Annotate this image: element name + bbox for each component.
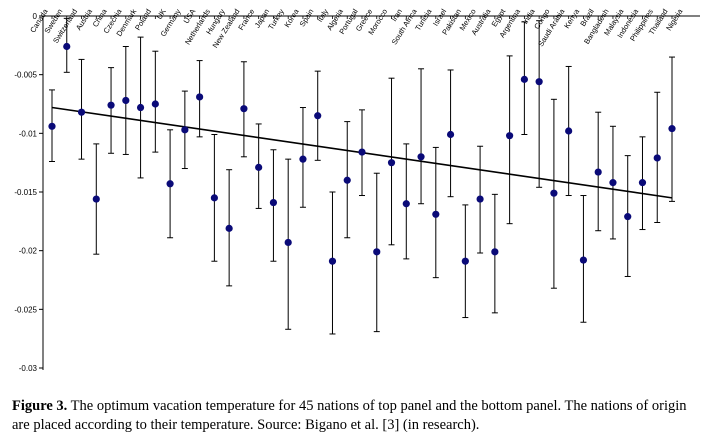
data-point bbox=[181, 126, 189, 134]
category-label: Korea bbox=[282, 7, 301, 29]
data-point bbox=[373, 248, 381, 256]
category-label: Kenya bbox=[562, 7, 581, 31]
data-point bbox=[402, 200, 410, 208]
y-tick-label: -0.02 bbox=[19, 247, 38, 256]
data-point bbox=[269, 198, 278, 207]
data-point bbox=[609, 179, 617, 187]
data-point bbox=[151, 100, 159, 108]
y-tick-label: -0.015 bbox=[14, 188, 37, 197]
data-point bbox=[48, 122, 56, 130]
category-label: Tunisia bbox=[413, 7, 434, 33]
category-label: UK bbox=[155, 7, 168, 21]
data-point bbox=[535, 78, 543, 86]
data-point bbox=[594, 168, 602, 176]
data-point bbox=[225, 224, 233, 232]
data-point bbox=[461, 257, 469, 265]
data-point bbox=[565, 127, 573, 135]
data-point bbox=[240, 105, 248, 113]
y-tick-label: -0.03 bbox=[19, 364, 38, 373]
data-point bbox=[506, 132, 514, 140]
data-point bbox=[624, 213, 632, 221]
data-point bbox=[550, 189, 558, 197]
figure-caption: Figure 3. The optimum vacation temperatu… bbox=[12, 397, 702, 435]
y-tick-label: -0.01 bbox=[19, 129, 38, 138]
data-point bbox=[77, 108, 86, 116]
category-label: Spain bbox=[298, 7, 316, 28]
data-point bbox=[255, 163, 263, 171]
data-point bbox=[328, 257, 337, 265]
data-point bbox=[491, 248, 499, 256]
data-point bbox=[196, 93, 204, 101]
data-point bbox=[166, 180, 174, 188]
caption-label: Figure 3. bbox=[12, 398, 68, 414]
axes: 0 -0.005 -0.01 -0.015 -0.02 -0.025 -0.03 bbox=[14, 12, 700, 373]
data-point bbox=[63, 42, 71, 51]
category-labels: CanadaSwedenSwitzerlandAustriaChinaCzech… bbox=[28, 7, 685, 50]
data-point bbox=[476, 195, 484, 203]
data-point bbox=[417, 153, 425, 161]
data-point bbox=[122, 96, 130, 105]
data-point bbox=[653, 154, 661, 162]
caption-text: The optimum vacation temperature for 45 … bbox=[12, 398, 687, 433]
data-point bbox=[210, 194, 218, 202]
category-label: Austria bbox=[74, 7, 94, 32]
data-point bbox=[299, 155, 307, 163]
y-tick-label: -0.005 bbox=[14, 71, 37, 80]
data-point bbox=[358, 148, 366, 156]
data-point bbox=[638, 179, 647, 187]
category-label: Turkey bbox=[266, 7, 286, 31]
category-label: Nigeria bbox=[664, 7, 685, 33]
data-point bbox=[446, 130, 455, 139]
y-tick-label: 0 bbox=[33, 12, 38, 21]
chart: 0 -0.005 -0.01 -0.015 -0.02 -0.025 -0.03 Canad… bbox=[14, 7, 700, 373]
data-point bbox=[387, 159, 396, 167]
error-bars bbox=[49, 17, 675, 335]
data-points bbox=[48, 42, 676, 265]
data-point bbox=[579, 256, 588, 264]
data-point bbox=[668, 125, 676, 133]
data-point bbox=[107, 101, 115, 109]
data-point bbox=[520, 75, 528, 83]
data-point bbox=[284, 238, 292, 247]
data-point bbox=[314, 112, 322, 120]
y-tick-label: -0.025 bbox=[14, 305, 37, 314]
data-point bbox=[343, 176, 351, 184]
data-point bbox=[92, 195, 100, 203]
data-point bbox=[432, 210, 440, 218]
data-point bbox=[136, 103, 145, 112]
